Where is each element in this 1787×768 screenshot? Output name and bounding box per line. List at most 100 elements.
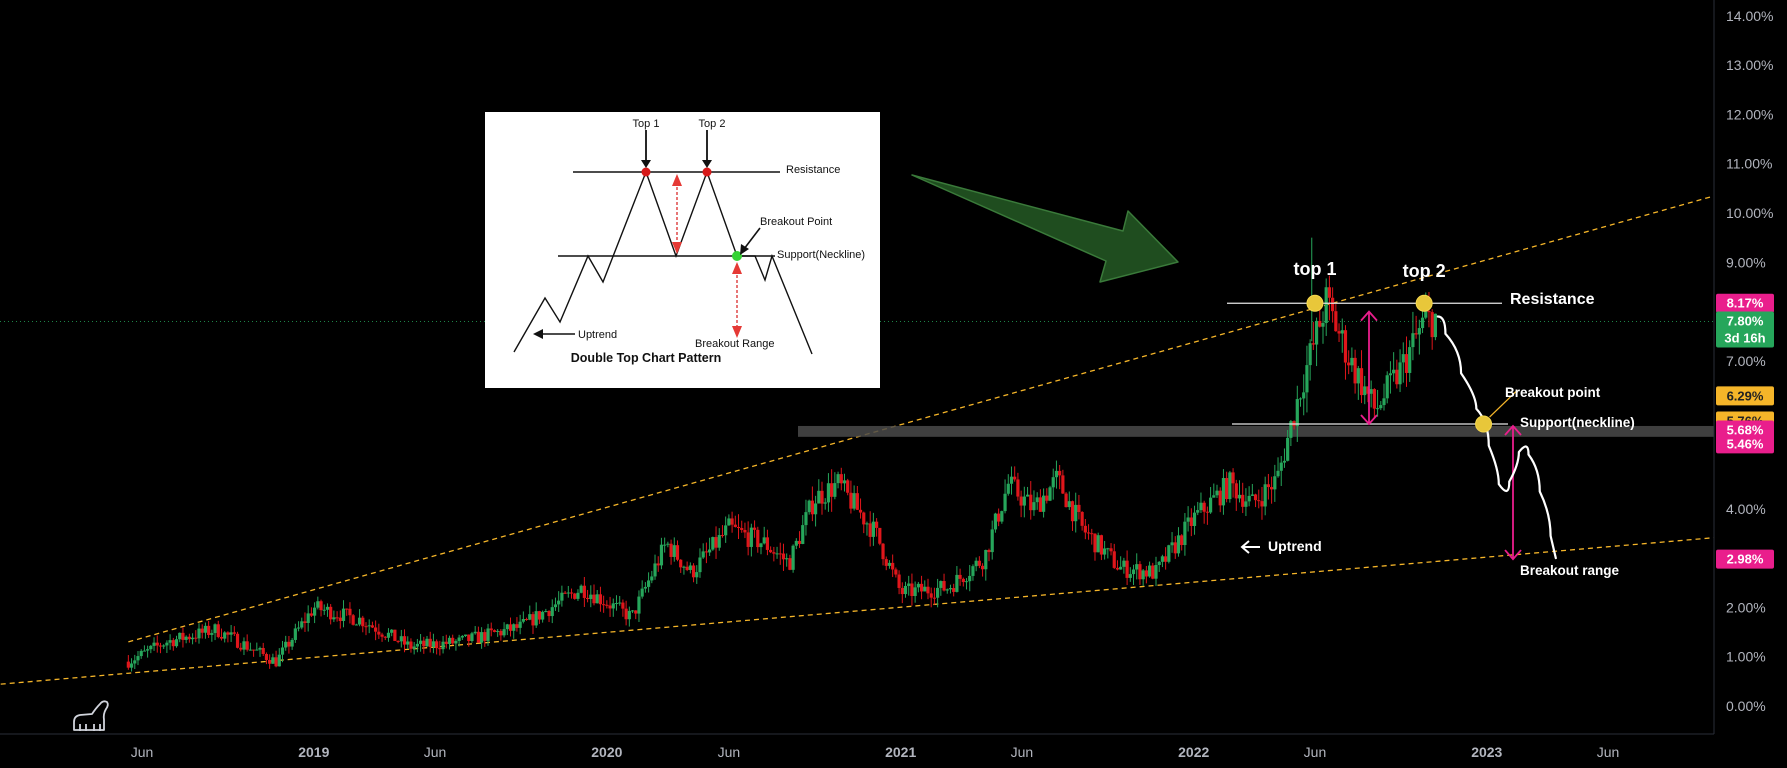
candle-body <box>1029 494 1033 511</box>
diagram-resistance-label: Resistance <box>786 164 840 176</box>
candle-body <box>1382 398 1386 406</box>
candle-body <box>862 512 866 525</box>
y-tick-label: 0.00% <box>1726 698 1766 714</box>
candle-body <box>836 474 840 484</box>
x-tick-label: 2021 <box>885 744 916 760</box>
candle-body <box>435 641 439 649</box>
candle-body <box>1276 470 1280 477</box>
candle-body <box>390 629 394 633</box>
diagram-height-arrowhead-up-icon <box>672 174 682 186</box>
x-tick-label: Jun <box>1304 744 1327 760</box>
candle-body <box>162 645 166 647</box>
candle-body <box>245 641 249 650</box>
candle-body <box>1035 497 1039 503</box>
candle-body <box>1157 561 1161 565</box>
candle-body <box>354 624 358 626</box>
diagram-panel <box>485 112 880 388</box>
candle-body <box>964 581 969 583</box>
candle-body <box>910 583 914 597</box>
candle-body <box>1119 566 1123 570</box>
price-badge <box>1716 386 1774 406</box>
candle-body <box>1045 495 1049 501</box>
candle-body <box>656 563 660 566</box>
y-tick-label: 13.00% <box>1726 57 1773 73</box>
candle-body <box>187 636 191 640</box>
candle-body <box>152 642 156 646</box>
candle-body <box>810 500 814 515</box>
candle-body <box>1286 437 1290 461</box>
diagram-top1-label: Top 1 <box>633 118 660 130</box>
pattern-marker <box>1475 415 1493 433</box>
x-tick-label: 2022 <box>1178 744 1209 760</box>
candle-body <box>691 565 696 578</box>
candle-body <box>881 543 885 560</box>
candle-body <box>977 560 981 566</box>
candle-body <box>313 607 317 616</box>
candle-body <box>1359 368 1364 396</box>
candle-body <box>213 624 217 634</box>
candle-body <box>724 525 728 536</box>
candle-body <box>826 483 831 503</box>
candle-body <box>717 535 721 548</box>
candle-body <box>1241 494 1245 507</box>
candle-body <box>637 596 641 614</box>
candle-body <box>264 653 269 660</box>
uptrend-label: Uptrend <box>1268 538 1322 554</box>
candle-body <box>852 493 856 509</box>
candle-body <box>1305 365 1309 393</box>
candle-body <box>605 604 609 606</box>
candle-body <box>614 603 619 605</box>
support-zone-layer <box>798 425 1714 437</box>
candle-body <box>1016 479 1020 497</box>
price-badge-label: 7.80% <box>1727 313 1764 328</box>
candle-body <box>1212 495 1216 498</box>
candle-body <box>444 641 448 644</box>
candle-body <box>923 586 927 592</box>
candlestick-series <box>126 237 1437 672</box>
candle-body <box>1215 490 1219 496</box>
candle-body <box>1372 389 1376 409</box>
candle-body <box>1250 494 1254 496</box>
candle-body <box>1411 333 1415 348</box>
y-tick-label: 2.00% <box>1726 599 1766 615</box>
candle-body <box>1099 535 1104 555</box>
tradingview-logo-icon[interactable] <box>73 700 109 731</box>
candle-body <box>274 657 278 667</box>
candle-body <box>560 592 564 601</box>
candle-body <box>351 615 355 625</box>
candle-body <box>194 637 198 639</box>
candle-body <box>1160 556 1165 562</box>
diagram-breakout-label: Breakout Point <box>760 216 832 228</box>
candle-body <box>669 543 673 557</box>
candle-body <box>1263 484 1267 507</box>
projected-path <box>1436 315 1557 560</box>
diagram-range-label: Breakout Range <box>695 338 775 350</box>
candle-body <box>576 592 580 599</box>
candle-body <box>1228 472 1232 500</box>
candle-body <box>447 637 452 644</box>
candle-body <box>993 513 998 530</box>
candle-body <box>1038 497 1042 512</box>
candle-body <box>335 617 339 619</box>
candle-body <box>762 537 766 544</box>
candle-body <box>1199 502 1203 511</box>
candle-body <box>640 588 644 597</box>
candle-body <box>1208 497 1213 513</box>
candle-body <box>916 583 920 588</box>
candle-body <box>210 633 214 635</box>
pattern-height-arrow-icon-head-down-icon <box>1360 414 1378 426</box>
candle-body <box>1260 501 1264 507</box>
candle-body <box>515 624 519 628</box>
candle-body <box>1295 399 1299 427</box>
candle-body <box>133 660 137 664</box>
candle-body <box>765 537 770 550</box>
time-axis[interactable]: Jun 2019 Jun 2020 Jun 2021 Jun 2022 Jun 2023 Jun <box>131 744 1620 760</box>
candle-body <box>1147 565 1152 577</box>
candle-body <box>1424 311 1428 318</box>
breakout-range-arrow-icon-head-up-icon <box>1504 424 1522 436</box>
candle-body <box>630 610 635 612</box>
candle-body <box>1231 472 1235 484</box>
candle-body <box>1334 311 1338 332</box>
candle-body <box>1189 517 1193 526</box>
candle-body <box>1340 330 1344 334</box>
